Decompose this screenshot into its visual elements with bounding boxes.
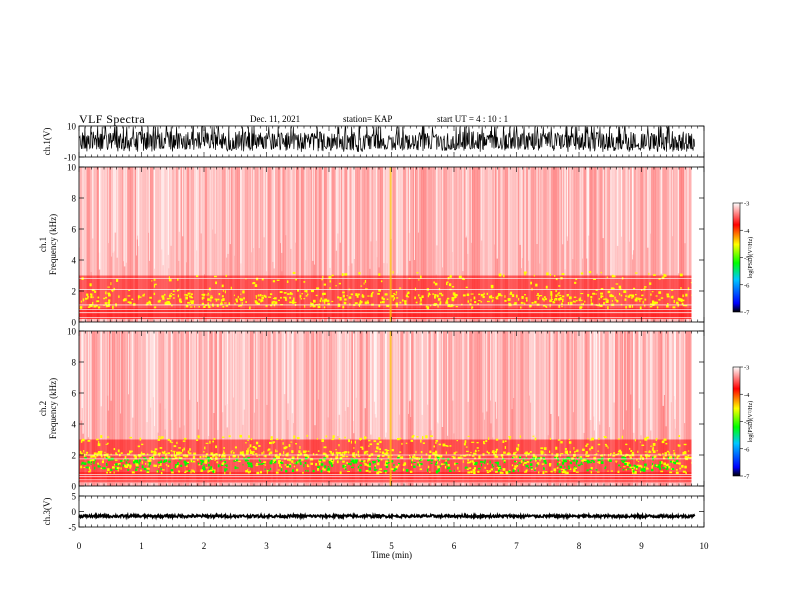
ch1-colorbar-tick: -4 [744,228,750,235]
ch3-waveform-ylabel: ch.3(V) [42,498,52,526]
ch1-colorbar-tick: -7 [744,310,750,317]
ch1-spectrogram-ylabel: ch.1 [38,237,48,252]
ch1-colorbar-tick: -6 [744,282,750,289]
ch1-spectrogram-ylabel: Frequency (kHz) [48,214,58,275]
ch1-colorbar-label: log(PSD)(V²/Hz) [747,237,754,278]
x-tick-label: 9 [639,541,644,551]
x-tick-label: 0 [77,541,82,551]
start-time-label: start UT = 4 : 10 : 1 [437,114,509,124]
ch1-waveform-ytick-label: 10 [67,122,77,132]
ch2-spectrogram-ytick-label: 8 [72,358,77,368]
ch1-spectrogram-image [79,167,704,322]
ch2-colorbar-tick: -6 [744,446,750,453]
ch1-spectrogram-ytick-label: 10 [67,163,77,173]
ch1-waveform-ytick-label: -10 [64,153,76,163]
ch2-spectrogram-ylabel: ch.2 [38,401,48,416]
x-tick-label: 4 [327,541,332,551]
ch1-spectrogram-ytick-label: 4 [72,256,77,266]
ch1-spectrogram-ytick-label: 2 [72,287,77,297]
x-tick-label: 2 [202,541,207,551]
ch2-colorbar-tick: -7 [744,474,750,481]
ch3-waveform-ytick-label: -5 [69,523,77,533]
ch2-colorbar-label: log(PSD)(V²/Hz) [747,401,754,442]
x-tick-label: 5 [389,541,394,551]
ch2-colorbar-tick: -3 [744,365,749,372]
ch2-colorbar-tick: -4 [744,392,750,399]
ch1-spectrogram-ytick-label: 6 [72,225,77,235]
ch1-trace [78,126,695,153]
ch1-waveform-ylabel: ch.1(V) [42,128,52,156]
ch2-spectrogram-ytick-label: 6 [72,389,77,399]
ch2-spectrogram-ytick-label: 2 [72,451,77,461]
x-tick-label: 10 [700,541,710,551]
chart-title: VLF Spectra [79,112,146,126]
x-tick-label: 3 [264,541,269,551]
x-tick-label: 6 [452,541,457,551]
ch2-spectrogram-ytick-label: 0 [72,482,77,492]
ch1-spectrogram-ytick-label: 0 [72,318,77,328]
ch2-spectrogram-image [79,331,704,486]
station-label: station= KAP [343,114,393,124]
x-axis-label: Time (min) [371,550,412,560]
ch3-waveform-ytick-label: 5 [72,492,77,502]
ch2-spectrogram-ytick-label: 10 [67,327,77,337]
ch1-colorbar: -3 -4 -5 -6 -7 log(PSD)(V²/Hz) [732,201,754,317]
ch1-colorbar-tick: -5 [744,255,749,262]
date-label: Dec. 11, 2021 [250,114,301,124]
ch2-spectrogram-ylabel: Frequency (kHz) [48,378,58,439]
ch3-trace [78,511,696,521]
x-tick-label: 7 [514,541,519,551]
ch2-colorbar: -3 -4 -5 -6 -7 log(PSD)(V²/Hz) [732,365,754,481]
ch1-spectrogram-ytick-label: 8 [72,194,77,204]
ch2-spectrogram-ytick-label: 4 [72,420,77,430]
x-tick-label: 8 [577,541,582,551]
ch3-waveform-ytick-label: 0 [72,507,77,517]
ch2-colorbar-tick: -5 [744,419,749,426]
x-tick-label: 1 [139,541,144,551]
ch1-colorbar-tick: -3 [744,201,749,208]
